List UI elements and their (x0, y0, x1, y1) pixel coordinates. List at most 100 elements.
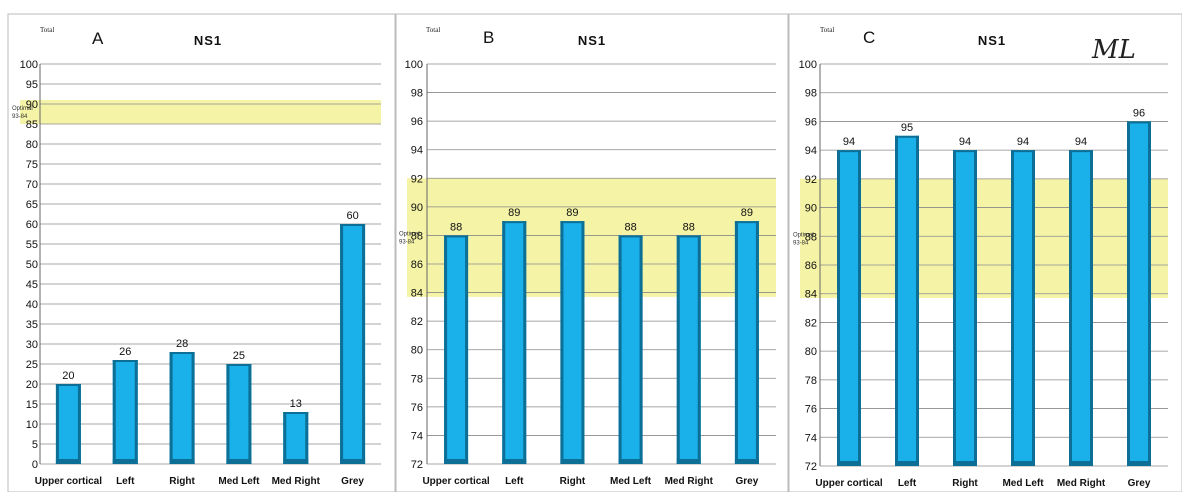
optimal-band-label: 93-84 (12, 114, 28, 120)
bar-base (560, 459, 585, 464)
bar (734, 221, 759, 464)
bar (837, 150, 861, 466)
category-label: Grey (341, 476, 364, 487)
bar (340, 224, 366, 464)
category-label: Left (898, 478, 917, 489)
bar-base (283, 459, 309, 464)
bar-top-edge (1127, 121, 1151, 124)
bar-top-edge (1069, 150, 1093, 153)
bar (618, 235, 643, 464)
bar-top-edge (226, 364, 252, 366)
panel-c-plot: 72 74 76 78 80 82 84 86 88 90 92 94 96 98 100 Optimal 93… (793, 59, 1168, 489)
bar-edge-left (55, 384, 59, 464)
data-label: 96 (1133, 107, 1145, 119)
y-tick-label: 100 (799, 59, 817, 71)
bar-top-edge (953, 150, 977, 153)
bar-top-edge (169, 352, 195, 354)
panel-b-letter: B (483, 28, 494, 47)
panel-c-corner-label: Total (820, 26, 834, 34)
panel-c-letter: C (863, 28, 875, 47)
bar-top-edge (340, 224, 366, 226)
bar-edge-left (340, 224, 344, 464)
bar-top-edge (1011, 150, 1035, 153)
category-label: Grey (736, 476, 759, 487)
panel-a-letter: A (92, 29, 104, 48)
category-label: Upper cortical (815, 478, 882, 489)
y-tick-label: 35 (26, 319, 38, 331)
data-label: 89 (741, 207, 753, 219)
panel-b-corner-label: Total (426, 26, 440, 34)
category-label: Upper cortical (35, 476, 102, 487)
category-label: Med Right (1057, 478, 1106, 489)
data-label: 94 (1017, 136, 1029, 148)
y-tick-label: 80 (805, 346, 817, 358)
bar-top-edge (55, 384, 81, 386)
bar-edge-left (169, 352, 173, 464)
y-tick-label: 72 (805, 461, 817, 473)
data-label: 94 (959, 136, 971, 148)
optimal-band-label: Optimal (12, 106, 33, 112)
y-tick-label: 40 (26, 299, 38, 311)
y-tick-label: 20 (26, 379, 38, 391)
bar-edge-right (1032, 150, 1035, 466)
y-tick-label: 92 (411, 173, 423, 185)
bar-base (1069, 461, 1093, 466)
y-tick-label: 82 (411, 316, 423, 328)
optimal-band (800, 178, 1168, 299)
y-tick-label: 88 (411, 230, 423, 242)
bar-base (953, 461, 977, 466)
bar-edge-right (77, 384, 81, 464)
y-tick-label: 75 (26, 159, 38, 171)
y-tick-label: 84 (411, 288, 423, 300)
y-tick-label: 82 (805, 317, 817, 329)
category-label: Med Left (1002, 478, 1044, 489)
bar-base (895, 461, 919, 466)
y-tick-label: 96 (411, 116, 423, 128)
bar-top-edge (734, 221, 759, 224)
bar-top-edge (676, 235, 701, 238)
bar-edge-right (974, 150, 977, 466)
y-tick-label: 45 (26, 279, 38, 291)
bar (112, 360, 138, 464)
category-label: Right (169, 476, 195, 487)
bar (953, 150, 977, 466)
y-tick-label: 98 (805, 88, 817, 100)
y-tick-label: 86 (411, 259, 423, 271)
bar-base (676, 459, 701, 464)
y-tick-label: 10 (26, 419, 38, 431)
bar-edge-left (1069, 150, 1072, 466)
y-tick-label: 100 (20, 59, 38, 71)
y-tick-label: 76 (805, 404, 817, 416)
category-label: Med Right (272, 476, 321, 487)
data-label: 88 (624, 221, 636, 233)
y-tick-label: 65 (26, 199, 38, 211)
data-label: 88 (683, 221, 695, 233)
category-label: Grey (1128, 478, 1151, 489)
panel-b-title: NS1 (578, 33, 606, 48)
category-label: Left (505, 476, 524, 487)
y-tick-label: 60 (26, 219, 38, 231)
bar-edge-left (112, 360, 116, 464)
bar-base (112, 459, 138, 464)
optimal-band-label: Optimal (793, 232, 814, 238)
bar-top-edge (283, 412, 309, 414)
data-label: 26 (119, 346, 131, 358)
y-tick-label: 5 (32, 439, 38, 451)
panel-b-plot: 72 74 76 78 80 82 84 86 88 90 92 94 96 98 100 Optimal 93… (399, 59, 776, 487)
y-tick-label: 80 (26, 139, 38, 151)
y-tick-label: 88 (805, 231, 817, 243)
bar-edge-right (191, 352, 195, 464)
bar-base (837, 461, 861, 466)
data-label: 89 (566, 207, 578, 219)
bar-edge-right (639, 235, 643, 464)
optimal-band (407, 178, 776, 297)
bar-edge-right (305, 412, 309, 464)
y-tick-label: 76 (411, 402, 423, 414)
bar (226, 364, 252, 464)
panel-a-corner-label: Total (40, 26, 54, 34)
y-tick-label: 84 (805, 289, 817, 301)
bar (1011, 150, 1035, 466)
data-label: 25 (233, 350, 245, 362)
y-tick-label: 100 (405, 59, 423, 71)
